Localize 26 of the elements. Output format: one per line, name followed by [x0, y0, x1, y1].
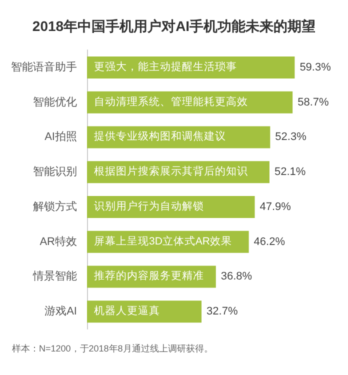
annotation: 屏幕上呈现3D立体式AR效果	[94, 234, 232, 248]
chart-title: 2018年中国手机用户对AI手机功能未来的期望	[32, 18, 316, 34]
data-label: 52.1%	[274, 166, 306, 178]
annotation: 机器人更逼真	[94, 304, 160, 318]
data-label: 47.9%	[260, 200, 292, 213]
data-label: 59.3%	[300, 61, 332, 74]
data-label: 52.3%	[275, 131, 307, 144]
data-label: 58.7%	[298, 96, 329, 108]
y-tick-label: 解锁方式	[33, 200, 77, 213]
annotation: 根据图片搜索展示其背后的知识	[94, 164, 248, 178]
text: 样本：N=1200，于2018年8月通过线上调研获得。	[12, 344, 213, 354]
annotation: 提供专业级构图和调焦建议	[94, 130, 226, 143]
y-tick-label: AI拍照	[44, 131, 77, 144]
annotation: 推荐的内容服务更精准	[94, 269, 204, 282]
data-label: 32.7%	[206, 306, 238, 318]
y-tick-label: 智能识别	[33, 165, 77, 178]
y-tick-label: 游戏AI	[44, 304, 77, 318]
annotation: 识别用户行为自动解锁	[94, 199, 204, 212]
y-tick-label: 情景智能	[32, 270, 77, 283]
y-tick-label: AR特效	[40, 236, 77, 248]
data-label: 36.8%	[220, 270, 252, 283]
annotation: 更强大，能主动提醒生活琐事	[94, 60, 237, 73]
y-tick-label: 智能语音助手	[11, 60, 77, 74]
annotation: 自动清理系统、管理能耗更高效	[94, 94, 248, 108]
y-tick-label: 智能优化	[33, 95, 77, 108]
data-label: 46.2%	[254, 236, 286, 248]
